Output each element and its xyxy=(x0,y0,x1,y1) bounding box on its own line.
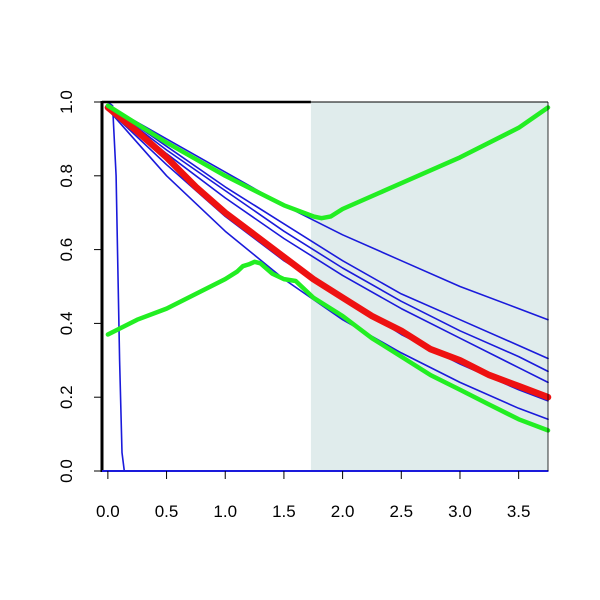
series-line-3 xyxy=(107,104,549,360)
y-tick-label: 0.4 xyxy=(57,312,76,336)
axes-layer xyxy=(100,100,549,472)
x-tick-label: 0.0 xyxy=(96,502,120,521)
x-tick-label: 3.0 xyxy=(448,502,472,521)
x-tick-label: 3.5 xyxy=(507,502,531,521)
series-line-5 xyxy=(107,104,549,384)
series-line-8 xyxy=(104,104,552,401)
y-tick-label: 0.8 xyxy=(57,164,76,188)
series-line-10 xyxy=(105,259,551,433)
shaded-region-layer xyxy=(310,102,548,471)
y-tick-label: 0.6 xyxy=(57,238,76,262)
x-tick-label: 1.5 xyxy=(272,502,296,521)
y-tick-label: 0.2 xyxy=(57,385,76,409)
series-line-9 xyxy=(105,103,551,221)
x-tick-label: 1.0 xyxy=(213,502,237,521)
x-tick-label: 2.0 xyxy=(331,502,355,521)
x-tick-label: 0.5 xyxy=(155,502,179,521)
y-tick-label: 0.0 xyxy=(57,459,76,483)
series-line-4 xyxy=(107,104,549,373)
y-tick-label: 1.0 xyxy=(57,90,76,114)
series-line-7 xyxy=(107,108,549,421)
x-tick-label: 2.5 xyxy=(389,502,413,521)
series-layer xyxy=(104,101,552,472)
series-line-2 xyxy=(107,104,549,321)
shaded-region xyxy=(310,102,548,471)
ticks-layer: 0.0 0.5 1.0 1.5 2.0 2.5 3.0 3.5 0.0 0.2 0.4 0.6 0.8 1… xyxy=(57,90,530,521)
